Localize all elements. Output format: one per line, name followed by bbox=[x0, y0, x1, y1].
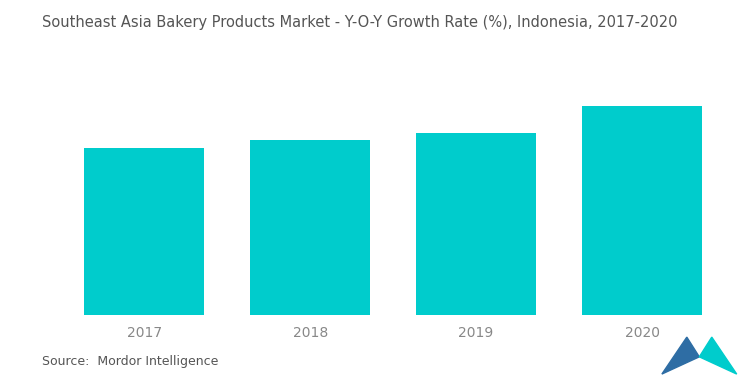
Text: Southeast Asia Bakery Products Market - Y-O-Y Growth Rate (%), Indonesia, 2017-2: Southeast Asia Bakery Products Market - … bbox=[42, 15, 677, 30]
Polygon shape bbox=[699, 337, 736, 374]
Bar bbox=[85, 147, 204, 315]
Bar bbox=[250, 139, 370, 315]
Bar bbox=[582, 106, 702, 315]
Polygon shape bbox=[662, 337, 699, 374]
Bar bbox=[417, 133, 536, 315]
Text: Source:  Mordor Intelligence: Source: Mordor Intelligence bbox=[42, 355, 218, 368]
